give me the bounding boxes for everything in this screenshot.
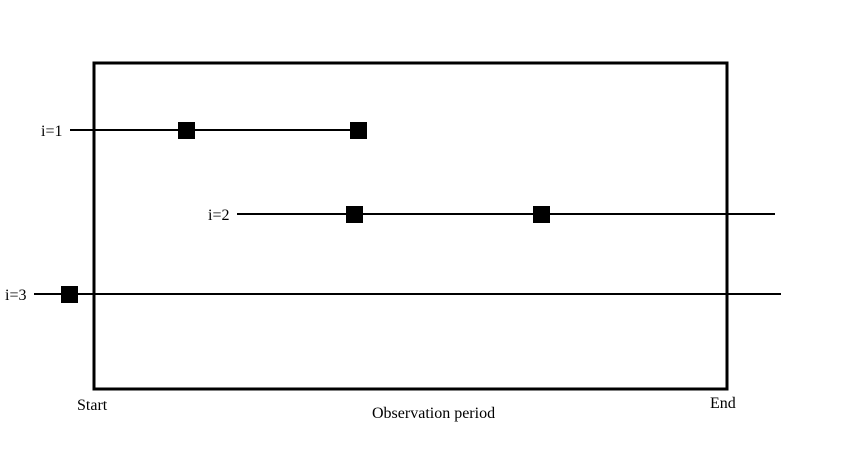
start-label: Start [77, 397, 108, 414]
end-label: End [710, 395, 736, 412]
subject-2-label: i=2 [208, 207, 229, 224]
subject-2-event-marker [346, 206, 363, 223]
subject-1-event-marker [178, 122, 195, 139]
subject-2-timeline: i=2 [208, 206, 775, 224]
observation-window-box [92, 61, 729, 391]
subject-1-label: i=1 [41, 123, 62, 140]
observation-period-label: Observation period [372, 405, 495, 422]
subject-3-timeline: i=3 [5, 286, 781, 304]
subject-1-event-marker [350, 122, 367, 139]
subject-2-event-marker [533, 206, 550, 223]
subject-1-timeline: i=1 [41, 122, 367, 140]
subject-3-label: i=3 [5, 287, 26, 304]
subject-3-event-marker [61, 286, 78, 303]
